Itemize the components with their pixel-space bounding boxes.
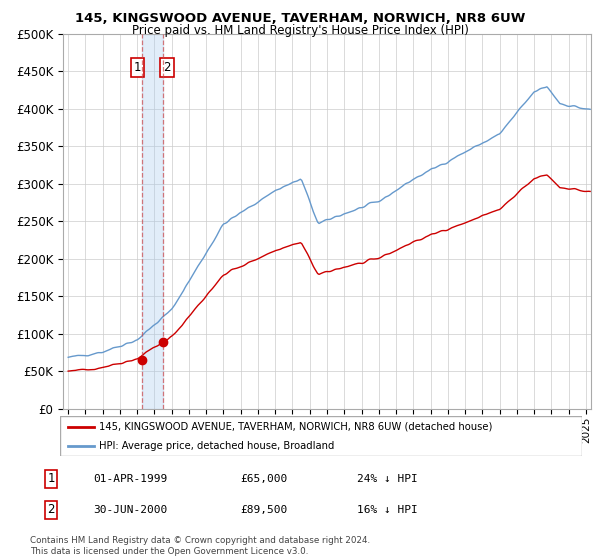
Text: Contains HM Land Registry data © Crown copyright and database right 2024.
This d: Contains HM Land Registry data © Crown c… [30, 536, 370, 556]
Text: £89,500: £89,500 [240, 505, 287, 515]
Text: 01-APR-1999: 01-APR-1999 [93, 474, 167, 484]
Text: 30-JUN-2000: 30-JUN-2000 [93, 505, 167, 515]
Bar [142, 34, 163, 409]
Text: 24% ↓ HPI: 24% ↓ HPI [357, 474, 418, 484]
Text: 1: 1 [47, 472, 55, 486]
Text: 1: 1 [134, 61, 142, 74]
FancyBboxPatch shape [60, 416, 582, 456]
Text: 145, KINGSWOOD AVENUE, TAVERHAM, NORWICH, NR8 6UW (detached house): 145, KINGSWOOD AVENUE, TAVERHAM, NORWICH… [99, 422, 493, 432]
Text: £65,000: £65,000 [240, 474, 287, 484]
Text: 16% ↓ HPI: 16% ↓ HPI [357, 505, 418, 515]
Text: Price paid vs. HM Land Registry's House Price Index (HPI): Price paid vs. HM Land Registry's House … [131, 24, 469, 36]
Text: 2: 2 [163, 61, 170, 74]
Text: 2: 2 [47, 503, 55, 516]
Text: 145, KINGSWOOD AVENUE, TAVERHAM, NORWICH, NR8 6UW: 145, KINGSWOOD AVENUE, TAVERHAM, NORWICH… [75, 12, 525, 25]
Text: HPI: Average price, detached house, Broadland: HPI: Average price, detached house, Broa… [99, 441, 335, 450]
